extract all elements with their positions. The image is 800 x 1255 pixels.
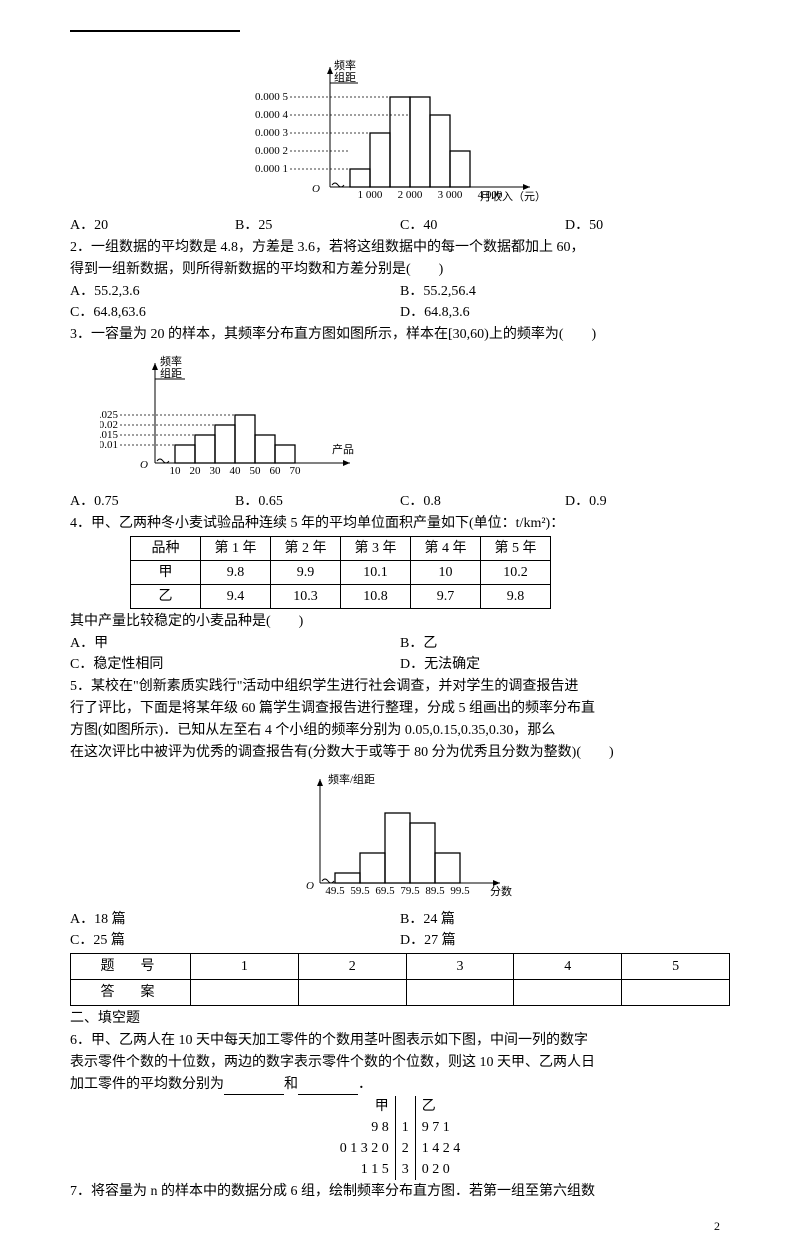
svg-text:分数: 分数 [490,885,512,898]
table-row: 题 号 1 2 3 4 5 [71,954,730,980]
svg-text:0.000 4: 0.000 4 [255,109,289,121]
q1-opt-b: B．25 [235,215,400,236]
svg-text:频率/组距: 频率/组距 [328,772,375,786]
svg-text:30: 30 [210,465,222,477]
y-axis-label-2: 组距 [334,70,356,84]
q4-opt-b: B．乙 [400,633,730,654]
q1-options: A．20 B．25 C．40 D．50 [70,215,730,236]
q5-opt-d: D．27 篇 [400,930,730,951]
table-row: 答 案 [71,980,730,1006]
svg-text:O: O [306,880,314,892]
q4-table: 品种 第 1 年 第 2 年 第 3 年 第 4 年 第 5 年 甲 9.8 9… [130,536,551,609]
q2-stem-2: 得到一组新数据，则所得新数据的平均数和方差分别是( ) [70,259,730,280]
q2-opt-b: B．55.2,56.4 [400,281,730,302]
table-row: 品种 第 1 年 第 2 年 第 3 年 第 4 年 第 5 年 [131,537,551,561]
q4-stem: 4．甲、乙两种冬小麦试验品种连续 5 年的平均单位面积产量如下(单位：t/km²… [70,513,730,534]
svg-text:10: 10 [170,465,182,477]
q3-opt-c: C．0.8 [400,491,565,512]
svg-text:0.000 3: 0.000 3 [255,127,289,139]
svg-text:40: 40 [230,465,242,477]
svg-text:3 000: 3 000 [438,189,463,201]
svg-text:79.5: 79.5 [400,885,420,897]
q4-opt-d: D．无法确定 [400,654,730,675]
svg-text:60: 60 [270,465,282,477]
q7: 7．将容量为 n 的样本中的数据分成 6 组，绘制频率分布直方图．若第一组至第六… [70,1181,730,1202]
page-number: 2 [70,1217,730,1235]
q5-l4: 在这次评比中被评为优秀的调查报告有(分数大于或等于 80 分为优秀且分数为整数)… [70,742,730,763]
y-axis-label: 频率 [334,58,356,72]
q6-l3: 加工零件的平均数分别为和． [70,1074,730,1095]
q1-opt-a: A．20 [70,215,235,236]
svg-text:4 000: 4 000 [478,189,503,201]
q2-opt-d: D．64.8,3.6 [400,302,730,323]
q3-opt-a: A．0.75 [70,491,235,512]
svg-text:50: 50 [250,465,262,477]
svg-text:0.000 5: 0.000 5 [255,91,289,103]
svg-text:59.5: 59.5 [350,885,370,897]
svg-text:1 000: 1 000 [358,189,383,201]
q4-opt-c: C．稳定性相同 [70,654,400,675]
q5-l1: 5．某校在"创新素质实践行"活动中组织学生进行社会调查，并对学生的调查报告进 [70,676,730,697]
q5-opt-c: C．25 篇 [70,930,400,951]
q3-opt-d: D．0.9 [565,491,730,512]
q4-post: 其中产量比较稳定的小麦品种是( ) [70,611,730,632]
svg-text:69.5: 69.5 [375,885,395,897]
q2-opt-c: C．64.8,63.6 [70,302,400,323]
chart-score-histogram: 频率/组距 O 分数 49.5 59.5 69.5 79.5 89.5 99.5 [70,771,730,901]
svg-text:99.5: 99.5 [450,885,470,897]
svg-text:频率: 频率 [160,354,182,368]
svg-text:0.000 2: 0.000 2 [255,145,288,157]
svg-text:0.025: 0.025 [100,409,119,421]
q5-l3: 方图(如图所示)．已知从左至右 4 个小组的频率分别为 0.05,0.15,0.… [70,720,730,741]
section-fill: 二、填空题 [70,1008,730,1029]
q1-opt-c: C．40 [400,215,565,236]
q3-stem: 3．一容量为 20 的样本，其频率分布直方图如图所示，样本在[30,60)上的频… [70,324,730,345]
blank-2 [298,1094,358,1095]
table-row: 甲 9.8 9.9 10.1 10 10.2 [131,561,551,585]
header-rule [70,30,240,32]
q5-l2: 行了评比，下面是将某年级 60 篇学生调查报告进行整理，分成 5 组画出的频率分… [70,698,730,719]
svg-text:O: O [312,183,320,195]
svg-text:20: 20 [190,465,202,477]
svg-text:89.5: 89.5 [425,885,445,897]
svg-text:产品: 产品 [332,442,354,456]
q5-opt-a: A．18 篇 [70,909,400,930]
chart-sample-histogram: 频率 组距 O 产品 0.01 0.015 0.02 0.025 10 20 3… [100,353,730,483]
q6-l2: 表示零件个数的十位数，两边的数字表示零件个数的个位数，则这 10 天甲、乙两人日 [70,1052,730,1073]
q4-opt-a: A．甲 [70,633,400,654]
answer-table: 题 号 1 2 3 4 5 答 案 [70,953,730,1006]
q2-opt-a: A．55.2,3.6 [70,281,400,302]
q2-stem-1: 2．一组数据的平均数是 4.8，方差是 3.6，若将这组数据中的每一个数据都加上… [70,237,730,258]
table-row: 乙 9.4 10.3 10.8 9.7 9.8 [131,585,551,609]
svg-text:2 000: 2 000 [398,189,423,201]
svg-text:O: O [140,459,148,471]
q5-opt-b: B．24 篇 [400,909,730,930]
svg-text:组距: 组距 [160,366,182,380]
blank-1 [224,1094,284,1095]
svg-text:0.000 1: 0.000 1 [255,163,288,175]
q6-l1: 6．甲、乙两人在 10 天中每天加工零件的个数用茎叶图表示如下图，中间一列的数字 [70,1030,730,1051]
q1-opt-d: D．50 [565,215,730,236]
svg-text:70: 70 [290,465,302,477]
chart-income-histogram: 频率 组距 O 月收入（元） 0.000 1 0.000 2 0.000 3 0… [70,57,730,207]
svg-text:49.5: 49.5 [325,885,345,897]
q3-opt-b: B．0.65 [235,491,400,512]
stem-leaf-plot: 甲乙 9 819 7 1 0 1 3 2 021 4 2 4 1 1 530 2… [70,1096,730,1180]
